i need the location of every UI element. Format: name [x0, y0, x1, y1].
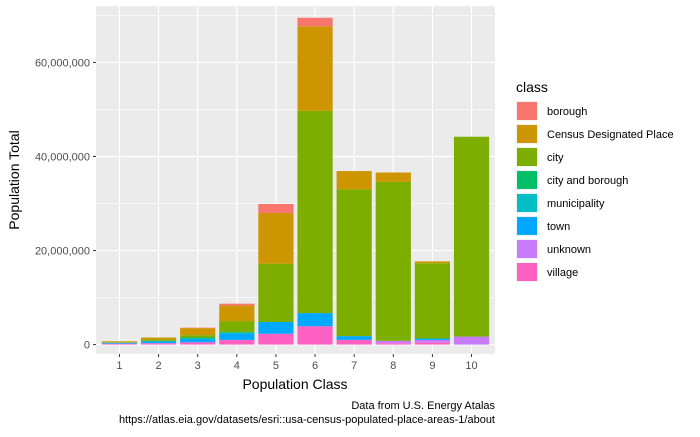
- bar-segment: [258, 213, 293, 264]
- bar-segment: [258, 264, 293, 322]
- bar-segment: [337, 171, 372, 189]
- y-tick-label: 0: [84, 340, 90, 352]
- bar-segment: [376, 182, 411, 341]
- legend-swatch: [517, 171, 537, 189]
- bar-segment: [219, 304, 254, 306]
- bar-segment: [258, 322, 293, 334]
- bar-segment: [102, 344, 137, 345]
- bar-segment: [180, 328, 215, 335]
- bar-segment: [180, 335, 215, 337]
- bar-segment: [141, 338, 176, 340]
- legend-label: village: [547, 267, 578, 279]
- bar-segment: [297, 18, 332, 26]
- x-tick-label: 8: [390, 360, 396, 372]
- x-tick-label: 7: [351, 360, 357, 372]
- bar-segment: [180, 339, 215, 342]
- x-tick-label: 10: [465, 360, 477, 372]
- bar-segment: [219, 306, 254, 322]
- bar-segment: [219, 332, 254, 333]
- bar-segment: [415, 263, 450, 338]
- bar-segment: [219, 321, 254, 332]
- bar-segment: [415, 340, 450, 342]
- bar-segment: [337, 336, 372, 340]
- legend-swatch: [517, 217, 537, 235]
- legend-label: municipality: [547, 198, 605, 210]
- y-tick-label: 60,000,000: [35, 57, 90, 69]
- bar-segment: [337, 189, 372, 336]
- y-axis: 0 20,000,000 40,000,000 60,000,000: [35, 57, 96, 351]
- bar-segment: [258, 204, 293, 213]
- bar-segment: [297, 326, 332, 344]
- x-tick-label: 5: [273, 360, 279, 372]
- x-axis: 1 2 3 4 5 6 7 8 9 10: [116, 354, 477, 372]
- bar-segment: [219, 340, 254, 345]
- y-tick-label: 40,000,000: [35, 151, 90, 163]
- x-tick-label: 9: [429, 360, 435, 372]
- legend: class borough Census Designated Place city…: [516, 79, 674, 282]
- bar-segment: [297, 26, 332, 111]
- y-axis-title: Population Total: [6, 130, 22, 229]
- bar-segment: [258, 334, 293, 345]
- bar-segment: [297, 111, 332, 313]
- legend-label: town: [547, 221, 570, 233]
- x-tick-label: 3: [195, 360, 201, 372]
- bar-segment: [454, 337, 489, 345]
- legend-label: unknown: [547, 244, 591, 256]
- x-tick-label: 1: [116, 360, 122, 372]
- bar-segment: [180, 338, 215, 339]
- legend-swatch: [517, 194, 537, 212]
- legend-label: Census Designated Place: [547, 129, 674, 141]
- bar-segment: [415, 342, 450, 344]
- bar-segment: [415, 261, 450, 263]
- bar-segment: [102, 341, 137, 342]
- bar-segment: [376, 172, 411, 181]
- bar-segment: [376, 343, 411, 344]
- bar-segment: [141, 343, 176, 344]
- legend-label: borough: [547, 106, 587, 118]
- x-tick-label: 6: [312, 360, 318, 372]
- legend-label: city and borough: [547, 175, 628, 187]
- y-tick-label: 20,000,000: [35, 246, 90, 258]
- legend-swatch: [517, 263, 537, 281]
- x-tick-label: 2: [156, 360, 162, 372]
- legend-swatch: [517, 240, 537, 258]
- legend-label: city: [547, 152, 564, 164]
- x-tick-label: 4: [234, 360, 240, 372]
- bar-segment: [415, 338, 450, 339]
- legend-swatch: [517, 102, 537, 120]
- caption-line-2: https://atlas.eia.gov/datasets/esri::usa…: [119, 414, 495, 426]
- legend-swatch: [517, 125, 537, 143]
- bar-segment: [180, 342, 215, 344]
- legend-swatch: [517, 148, 537, 166]
- bar-segment: [376, 341, 411, 343]
- x-axis-title: Population Class: [242, 376, 347, 392]
- legend-title: class: [516, 79, 548, 95]
- caption-line-1: Data from U.S. Energy Atalas: [351, 400, 495, 412]
- bar-segment: [454, 137, 489, 337]
- bar-segment: [337, 340, 372, 345]
- bar-segment: [141, 341, 176, 343]
- bar-segment: [297, 313, 332, 326]
- caption: Data from U.S. Energy Atalas https://atl…: [119, 400, 496, 426]
- bar-segment: [141, 339, 176, 340]
- bar-segment: [219, 333, 254, 340]
- bar-segment: [102, 343, 137, 344]
